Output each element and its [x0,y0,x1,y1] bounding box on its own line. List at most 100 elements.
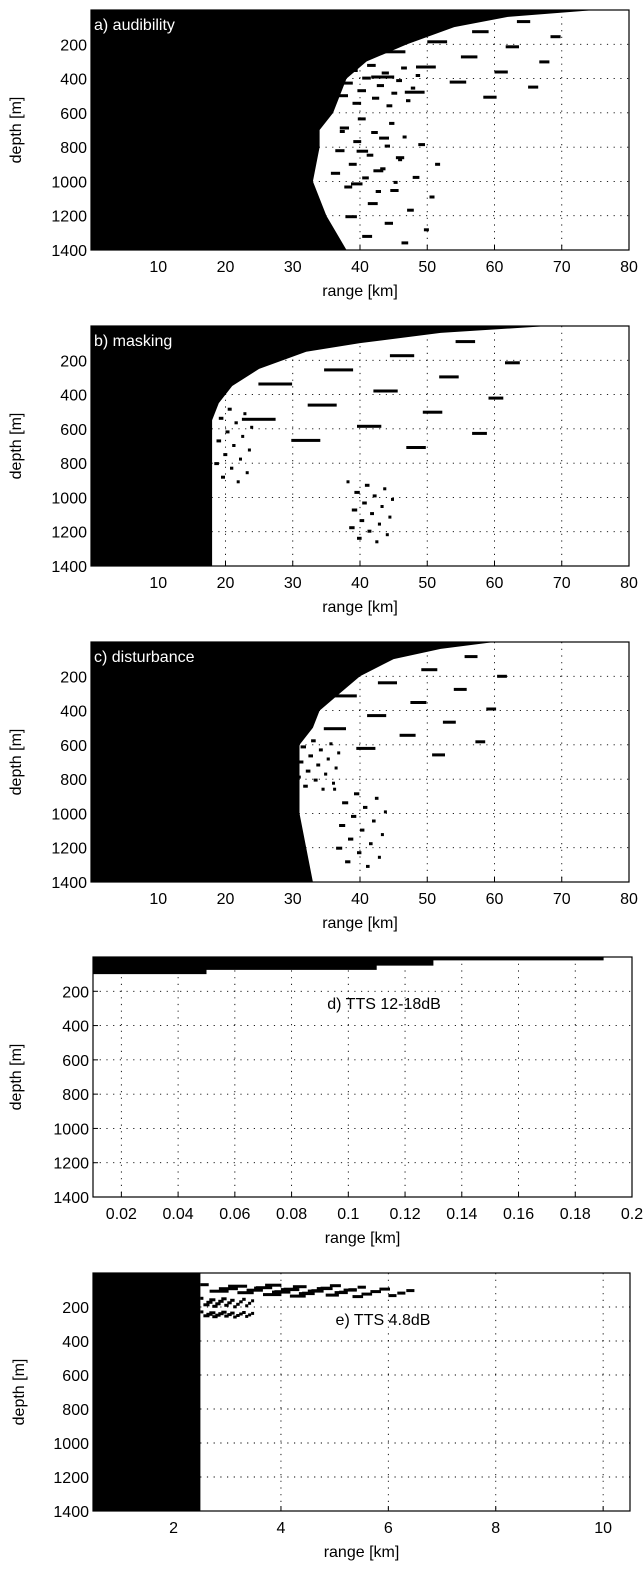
disturbance-striation-1-3 [345,661,368,665]
disturbance-striation-0-3 [300,745,306,749]
tts-4-8db-striation-1-2 [379,1287,390,1291]
audibility-striation-2-4 [472,30,489,34]
audibility-striation-0-16 [352,101,362,105]
disturbance-striation-1-6 [377,681,397,685]
audibility-striation-2-8 [382,50,406,54]
masking-striation-2-3 [354,490,360,494]
tts-4-8db-striation-3-15 [245,1314,249,1318]
tts-12-18db-panel-title: d) TTS 12-18dB [327,996,441,1013]
disturbance-striation-1-2 [464,655,478,659]
masking-filled-area [91,326,549,566]
tts-4-8db-striation-1-9 [334,1291,348,1295]
disturbance-y-tick-label-1: 400 [60,704,87,721]
tts-12-18db-x-tick-label-3: 0.08 [276,1206,307,1223]
audibility-striation-0-8 [342,81,353,85]
tts-12-18db-y-tick-label-1: 400 [62,1019,89,1036]
masking-striation-1-13 [241,417,276,421]
audibility-striation-3-12 [407,208,414,212]
tts-4-8db-striation-2-7 [239,1300,243,1304]
disturbance-y-tick-label-6: 1400 [51,875,87,892]
disturbance-striation-1-16 [356,746,376,750]
tts-4-8db-y-tick-label-0: 200 [62,1300,89,1317]
disturbance-filled-area [91,642,495,882]
audibility-x-tick-label-3: 40 [351,259,369,276]
tts-4-8db-striation-1-12 [361,1292,373,1296]
tts-4-8db-striation-2-3 [209,1298,216,1302]
masking-striation-2-16 [357,536,362,540]
disturbance-striation-0-14 [313,778,318,782]
disturbance-striation-2-17 [366,864,370,868]
audibility-striation-0-3 [347,69,358,72]
masking-striation-2-5 [391,497,394,501]
audibility-striation-3-11 [367,202,378,206]
disturbance-x-tick-label-0: 10 [149,891,167,908]
masking-striation-0-14 [230,466,234,470]
disturbance-striation-2-9 [360,828,365,832]
masking-striation-0-17 [236,480,240,484]
masking-striation-0-6 [225,430,230,434]
audibility-striation-3-6 [373,169,384,173]
audibility-y-tick-label-6: 1400 [51,243,87,260]
tts-12-18db-x-tick-label-5: 0.12 [389,1206,420,1223]
disturbance-striation-2-12 [369,842,373,846]
tts-4-8db-striation-1-15 [388,1294,397,1298]
masking-y-tick-label-1: 400 [60,388,87,405]
disturbance-striation-2-6 [351,814,357,818]
tts-4-8db-striation-1-5 [406,1289,415,1293]
masking-striation-1-7 [439,375,459,379]
audibility-striation-0-6 [362,76,371,80]
tts-12-18db-y-tick-label-3: 800 [62,1087,89,1104]
disturbance-y-tick-label-0: 200 [60,669,87,686]
audibility-striation-1-12 [380,167,386,171]
disturbance-striation-0-1 [311,739,316,743]
audibility-striation-3-4 [395,156,405,160]
masking-striation-0-13 [214,462,219,466]
audibility-striation-3-1 [379,136,389,140]
audibility-filled-region [91,10,596,250]
masking-striation-2-12 [377,522,381,526]
audibility-striation-0-17 [386,104,393,108]
disturbance-striation-2-13 [336,846,343,850]
tts-12-18db-x-ticks: 0.02 0.04 0.06 0.08 0.1 0.12 0.14 0.16 0.18 0.2 [106,1192,643,1223]
audibility-y-tick-label-2: 600 [60,106,87,123]
masking-striation-0-7 [241,434,245,438]
audibility-striation-3-5 [435,162,441,166]
audibility-y-tick-label-0: 200 [60,37,87,54]
masking-striation-2-4 [372,494,377,498]
disturbance-panel-title: c) disturbance [94,649,195,666]
audibility-striation-1-1 [357,117,366,121]
disturbance-y-tick-label-2: 600 [60,738,87,755]
audibility-striation-0-4 [381,71,389,75]
disturbance-striation-1-0 [312,642,323,645]
masking-striation-0-4 [234,421,238,425]
tts-4-8db-striation-0-16 [237,1291,254,1295]
audibility-x-tick-label-2: 30 [284,259,302,276]
audibility-x-tick-label-1: 20 [217,259,235,276]
tts-4-8db-striation-2-17 [233,1305,237,1309]
tts-4-8db-striation-3-0 [200,1310,204,1314]
audibility-y-tick-label-4: 1000 [51,174,87,191]
disturbance-y-ticks: 200 400 600 800 1000 1200 1400 [51,669,96,892]
disturbance-striation-1-15 [475,740,486,744]
disturbance-x-tick-label-7: 80 [620,891,638,908]
masking-striation-1-5 [505,361,520,365]
masking-y-tick-label-5: 1200 [51,525,87,542]
audibility-x-tick-label-5: 60 [486,259,504,276]
audibility-striation-3-13 [345,215,357,219]
tts-12-18db-y-tick-label-6: 1400 [53,1190,89,1207]
audibility-striation-2-5 [550,35,561,39]
audibility-striation-0-15 [406,99,411,103]
audibility-striation-1-3 [339,126,349,130]
disturbance-striation-0-10 [334,766,338,770]
disturbance-striation-0-0 [292,736,296,740]
audibility-striation-1-14 [362,176,369,180]
tts-4-8db-striation-2-1 [221,1297,227,1301]
audibility-striation-1-6 [353,140,362,144]
masking-striation-1-9 [373,389,398,393]
tts-4-8db-y-tick-label-3: 800 [62,1402,89,1419]
audibility-striation-2-16 [404,90,425,94]
tts-4-8db-x-ticks: 2 4 6 8 10 [169,1506,612,1537]
tts-4-8db-striation-1-10 [397,1291,406,1295]
tts-4-8db-striation-3-10 [248,1313,252,1317]
